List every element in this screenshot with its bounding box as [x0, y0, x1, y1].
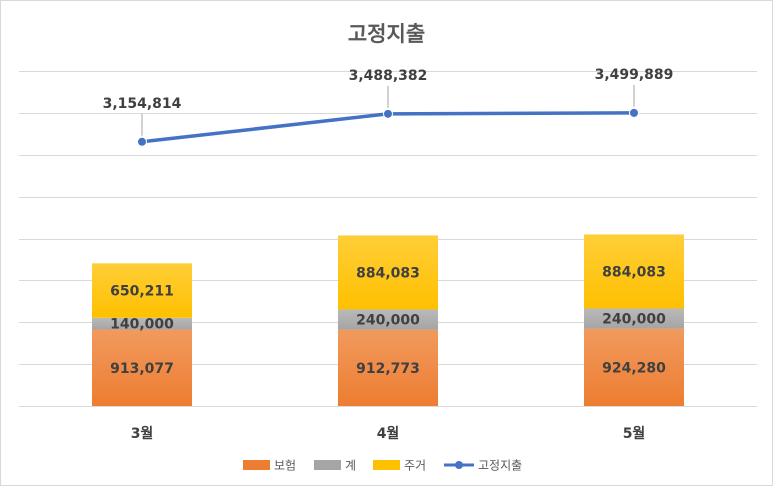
legend-line-marker	[455, 461, 463, 469]
line-value-label: 3,488,382	[349, 68, 428, 84]
bar-보험-3월	[92, 329, 192, 406]
line-point	[137, 136, 147, 147]
bar-보험-4월	[338, 329, 438, 406]
legend-label: 보험	[274, 459, 296, 473]
bar-계-3월	[92, 317, 192, 330]
bar-value-label: 912,773	[356, 361, 420, 377]
bar-value-label: 884,083	[356, 265, 420, 281]
bar-계-5월	[584, 308, 684, 329]
line-value-label: 3,499,889	[595, 67, 674, 83]
bar-value-label: 884,083	[602, 264, 666, 280]
bar-value-label: 650,211	[110, 284, 174, 300]
category-label: 5월	[623, 425, 646, 442]
bar-value-label: 913,077	[110, 361, 174, 377]
line-point	[629, 107, 639, 118]
category-label: 4월	[377, 425, 400, 442]
bar-value-label: 240,000	[602, 312, 666, 328]
legend-swatch	[243, 460, 270, 470]
chart-title: 고정지출	[347, 22, 426, 46]
legend-swatch	[314, 460, 341, 470]
legend-swatch	[373, 460, 400, 470]
category-label: 3월	[131, 425, 154, 442]
legend-label: 계	[345, 459, 356, 473]
legend-label: 고정지출	[478, 459, 522, 473]
bar-주거-3월	[92, 263, 192, 318]
bar-value-label: 140,000	[110, 317, 174, 333]
bar-주거-5월	[584, 234, 684, 309]
bar-주거-4월	[338, 235, 438, 310]
bar-value-label: 924,280	[602, 360, 666, 376]
legend-label: 주거	[404, 459, 426, 473]
bar-계-4월	[338, 309, 438, 330]
line-point	[383, 108, 393, 119]
line-value-label: 3,154,814	[103, 96, 182, 112]
bar-value-label: 240,000	[356, 313, 420, 329]
bar-보험-5월	[584, 328, 684, 406]
